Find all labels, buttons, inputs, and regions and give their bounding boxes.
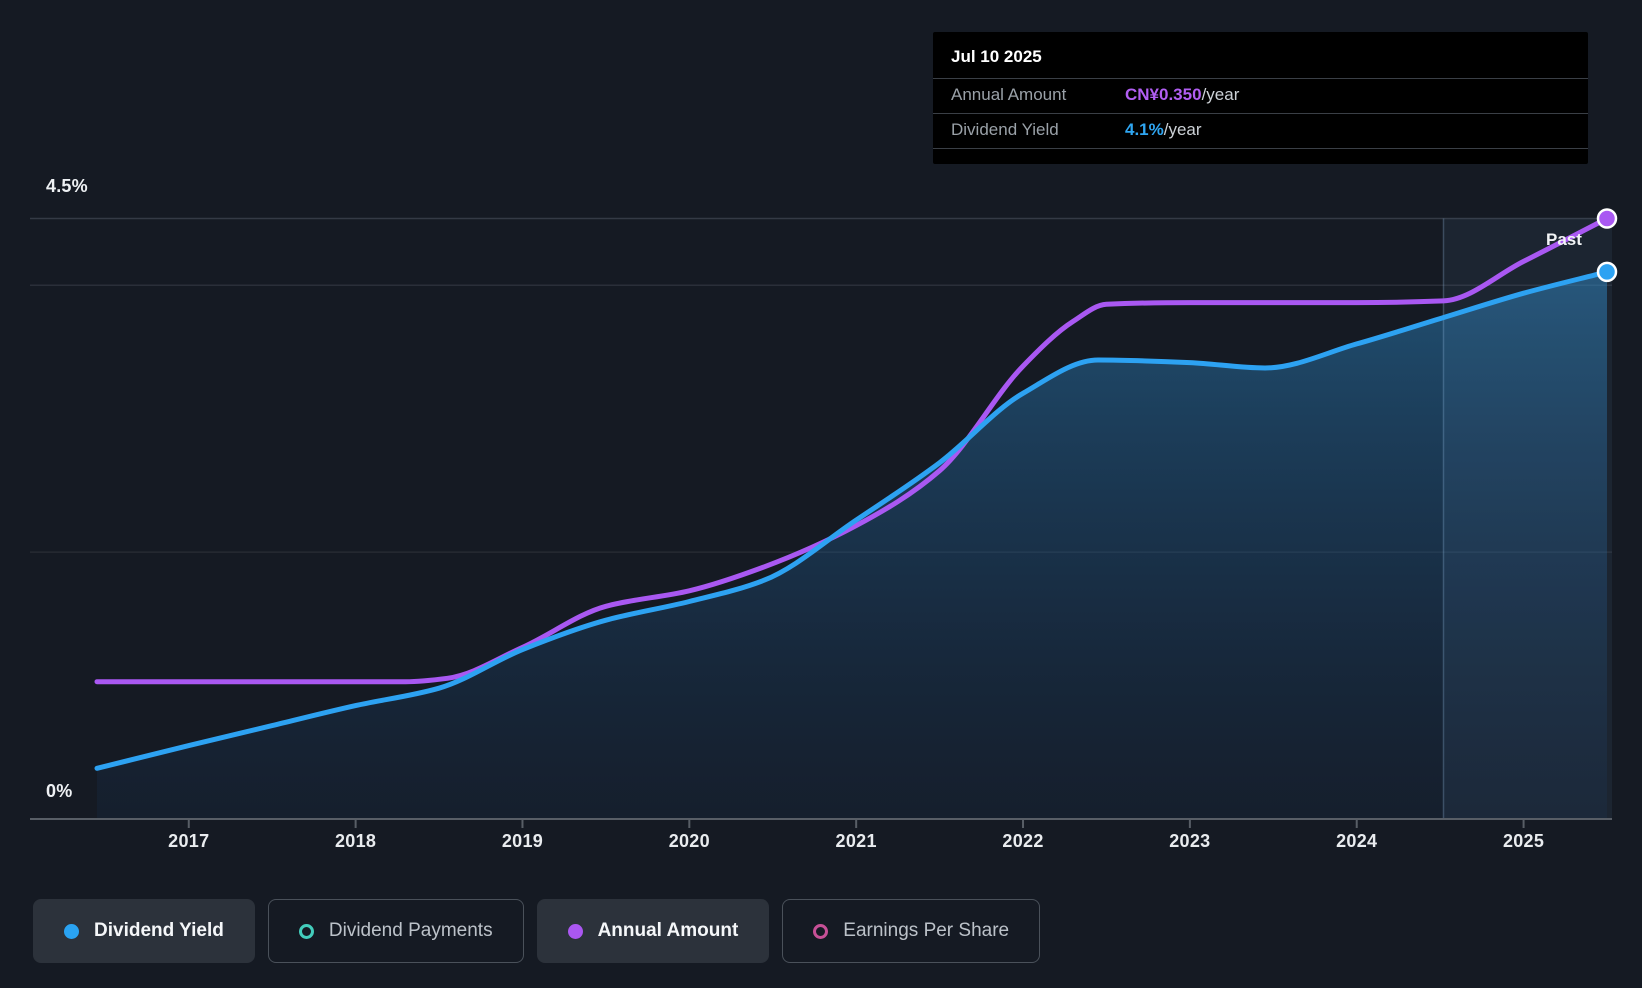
dividend-yield-line: [94, 269, 1610, 771]
tooltip-label: Annual Amount: [951, 85, 1067, 104]
x-axis-year-label: 2017: [168, 831, 210, 851]
x-axis: 2017 2018 2019 2020 2021 2022 2023 2024 2025: [0, 831, 1642, 857]
legend-label: Annual Amount: [597, 920, 739, 941]
y-axis-label-max: 4.5%: [46, 176, 88, 196]
legend-label: Dividend Yield: [94, 920, 224, 941]
tooltip-suffix: /year: [1163, 120, 1202, 139]
y-axis-label-min: 0%: [46, 781, 73, 801]
x-axis-year-label: 2019: [501, 831, 544, 851]
tooltip-value: CN¥0.350: [1125, 85, 1202, 104]
tooltip-label: Dividend Yield: [951, 120, 1059, 139]
tooltip-row-annual-amount: Annual Amount CN¥0.350 /year: [933, 79, 1588, 114]
legend-label: Earnings Per Share: [843, 920, 1010, 941]
legend-toggle-earnings-per-share[interactable]: Earnings Per Share: [782, 899, 1041, 963]
annual-amount-line: [94, 216, 1610, 685]
chart-tooltip: Jul 10 2025 Annual Amount CN¥0.350 /year…: [933, 32, 1588, 164]
x-axis-year-label: 2020: [668, 831, 710, 851]
tooltip-row-dividend-yield: Dividend Yield 4.1% /year: [933, 114, 1588, 149]
legend-toggle-dividend-yield[interactable]: Dividend Yield: [33, 899, 255, 963]
x-axis-year-label: 2018: [334, 831, 377, 851]
past-label: Past: [1546, 230, 1582, 249]
x-axis-year-label: 2021: [835, 831, 877, 851]
tooltip-value: 4.1%: [1125, 120, 1164, 139]
annual-amount-dot-icon: [567, 923, 583, 939]
x-axis-year-label: 2025: [1502, 831, 1545, 851]
annual-amount-end-marker[interactable]: [1596, 208, 1618, 229]
dividend-yield-end-marker[interactable]: [1596, 261, 1618, 283]
tooltip-suffix: /year: [1201, 85, 1240, 104]
legend-toggle-dividend-payments[interactable]: Dividend Payments: [267, 899, 524, 963]
legend-label: Dividend Payments: [328, 920, 493, 941]
x-axis-year-label: 2023: [1169, 831, 1211, 851]
dividend-payments-ring-icon: [298, 923, 314, 939]
earnings-per-share-ring-icon: [813, 923, 829, 939]
x-axis-year-label: 2022: [1002, 831, 1044, 851]
dividend-yield-area: [97, 271, 1607, 819]
past-region: [1443, 218, 1612, 819]
dividend-yield-dot-icon: [64, 923, 79, 939]
chart-legend: Dividend Yield Dividend Payments Annual …: [33, 899, 1041, 963]
x-axis-year-label: 2024: [1336, 831, 1378, 851]
tooltip-date: Jul 10 2025: [933, 32, 1588, 79]
legend-toggle-annual-amount[interactable]: Annual Amount: [536, 899, 770, 963]
